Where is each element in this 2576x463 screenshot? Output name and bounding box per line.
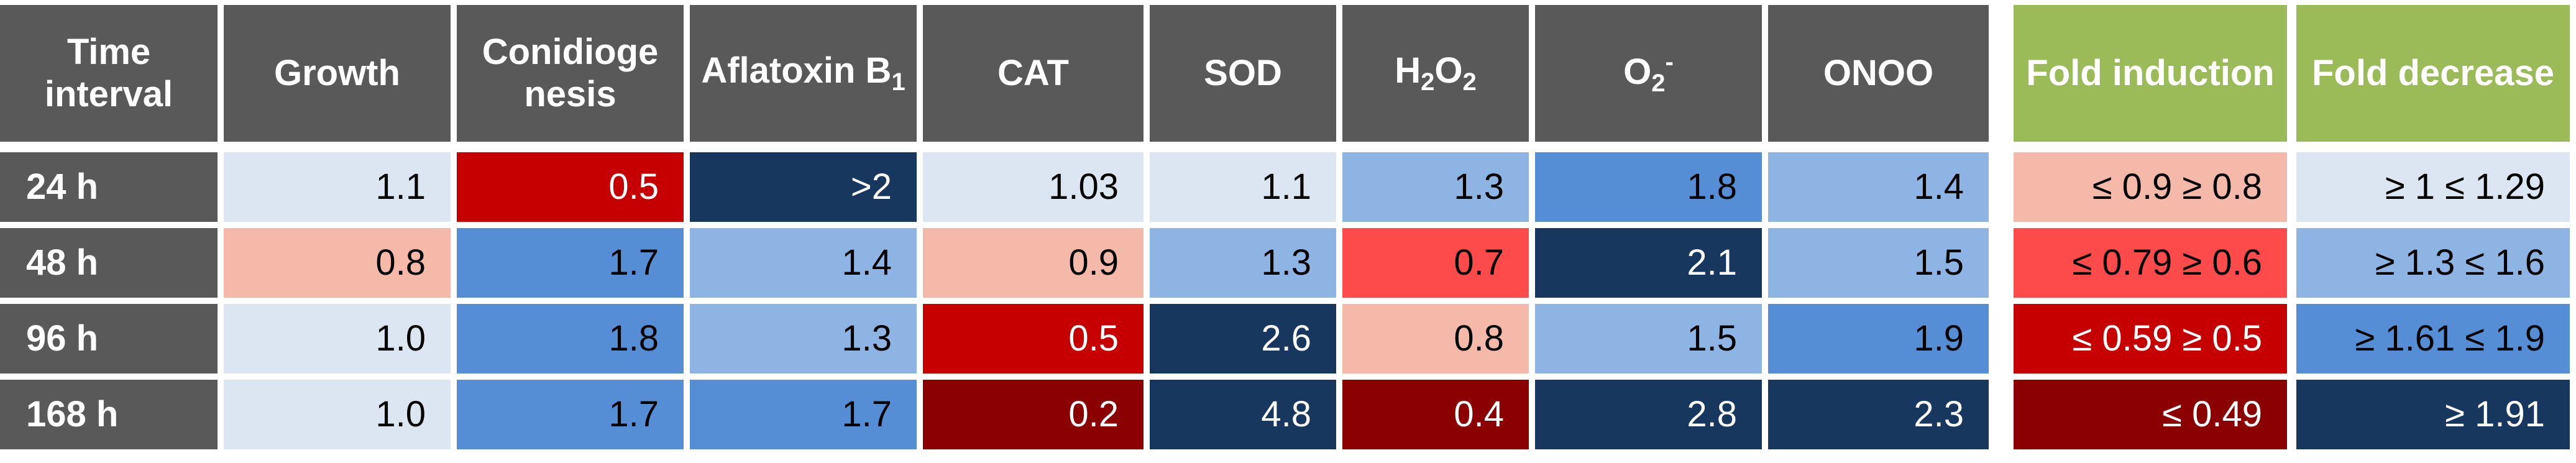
- heatmap-cell: 1.7: [457, 380, 684, 449]
- heatmap-cell: 1.7: [457, 228, 684, 298]
- row-label: 48 h: [0, 228, 218, 298]
- header-label: H2O2: [1395, 50, 1477, 96]
- heatmap-cell: 1.3: [1150, 228, 1336, 298]
- heatmap-cell: 1.5: [1768, 228, 1989, 298]
- heatmap-cell: 2.6: [1150, 304, 1336, 374]
- heatmap-cell: 0.8: [1342, 304, 1529, 374]
- heatmap-cell: 1.3: [690, 304, 917, 374]
- heatmap-cell: 1.0: [224, 304, 451, 374]
- heatmap-cell: 1.9: [1768, 304, 1989, 374]
- header-column-5: SOD: [1150, 5, 1336, 142]
- header-subscript: 2: [1651, 70, 1666, 98]
- header-column-1: Growth: [224, 5, 451, 142]
- legend-header-decrease: Fold decrease: [2296, 5, 2570, 142]
- header-column-8: ONOO: [1768, 5, 1989, 142]
- header-column-4: CAT: [923, 5, 1144, 142]
- header-label: Growth: [274, 52, 400, 93]
- heatmap-cell: 0.2: [923, 380, 1144, 449]
- heatmap-cell: 0.7: [1342, 228, 1529, 298]
- heatmap-cell: 1.7: [690, 380, 917, 449]
- legend-item: ≥ 1.3 ≤ 1.6: [2296, 228, 2570, 298]
- legend-item: ≤ 0.59 ≥ 0.5: [2014, 304, 2287, 374]
- heatmap-cell: 2.8: [1535, 380, 1762, 449]
- header-column-6: H2O2: [1342, 5, 1529, 142]
- header-column-7: O2-: [1535, 5, 1762, 142]
- heatmap-cell: 0.5: [923, 304, 1144, 374]
- header-label: Conidioge nesis: [482, 31, 659, 114]
- header-superscript: -: [1665, 48, 1674, 76]
- heatmap-cell: 1.1: [224, 152, 451, 222]
- legend-item: ≤ 0.79 ≥ 0.6: [2014, 228, 2287, 298]
- heatmap-cell: 0.9: [923, 228, 1144, 298]
- header-label: SOD: [1204, 52, 1282, 93]
- heatmap-cell: 4.8: [1150, 380, 1336, 449]
- heatmap-cell: 1.1: [1150, 152, 1336, 222]
- header-time-interval: Time interval: [0, 5, 218, 142]
- heatmap-cell: 1.0: [224, 380, 451, 449]
- header-column-3: Aflatoxin B1: [690, 5, 917, 142]
- heatmap-cell: >2: [690, 152, 917, 222]
- header-label: Aflatoxin B1: [701, 50, 905, 96]
- heatmap-cell: 2.3: [1768, 380, 1989, 449]
- heatmap-cell: 1.3: [1342, 152, 1529, 222]
- row-label: 24 h: [0, 152, 218, 222]
- heatmap-cell: 1.8: [1535, 152, 1762, 222]
- heatmap-cell: 1.5: [1535, 304, 1762, 374]
- header-label: ONOO: [1823, 52, 1934, 93]
- header-column-2: Conidioge nesis: [457, 5, 684, 142]
- heatmap-cell: 1.03: [923, 152, 1144, 222]
- header-subscript: 1: [891, 68, 905, 96]
- header-subscript: 2: [1462, 68, 1477, 96]
- heatmap-cell: 1.4: [690, 228, 917, 298]
- header-label: CAT: [997, 52, 1069, 93]
- legend-item: ≥ 1 ≤ 1.29: [2296, 152, 2570, 222]
- heatmap-cell: 0.5: [457, 152, 684, 222]
- header-label: O2-: [1623, 48, 1674, 98]
- header-subscript: 2: [1421, 68, 1435, 96]
- row-label: 96 h: [0, 304, 218, 374]
- legend-item: ≤ 0.9 ≥ 0.8: [2014, 152, 2287, 222]
- heatmap-cell: 2.1: [1535, 228, 1762, 298]
- row-label: 168 h: [0, 380, 218, 449]
- legend-item: ≥ 1.61 ≤ 1.9: [2296, 304, 2570, 374]
- legend-item: ≥ 1.91: [2296, 380, 2570, 449]
- legend-item: ≤ 0.49: [2014, 380, 2287, 449]
- legend-header-induction: Fold induction: [2014, 5, 2287, 142]
- heatmap-cell: 1.4: [1768, 152, 1989, 222]
- heatmap-cell: 0.4: [1342, 380, 1529, 449]
- heatmap-cell: 0.8: [224, 228, 451, 298]
- heatmap-cell: 1.8: [457, 304, 684, 374]
